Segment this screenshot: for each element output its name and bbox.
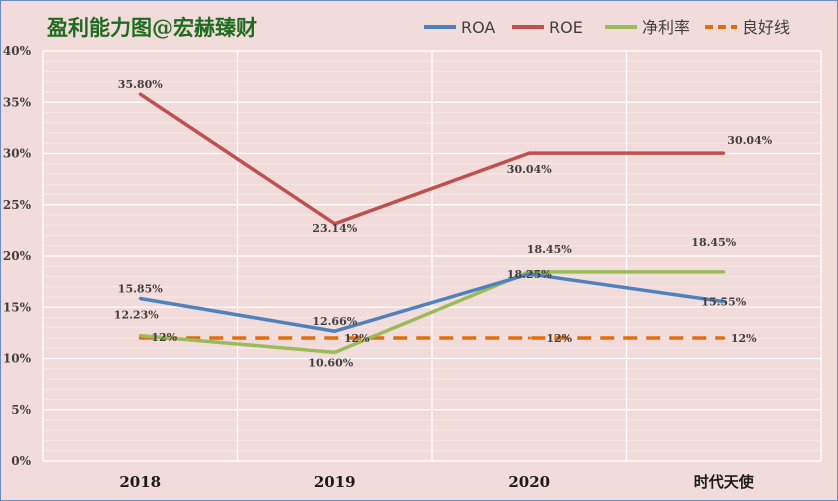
data-point: [333, 336, 337, 340]
data-point: [527, 272, 531, 276]
data-label: 35.80%: [118, 78, 163, 91]
x-axis-ticks: 2018 2019 2020 时代天使: [119, 473, 754, 491]
data-point: [333, 329, 337, 333]
data-label: 12%: [546, 332, 572, 345]
data-point: [527, 151, 531, 155]
legend-label: 净利率: [642, 18, 690, 37]
data-point: [138, 297, 142, 301]
y-tick-label: 0%: [11, 454, 31, 468]
data-label: 12%: [151, 331, 177, 344]
gridlines: [42, 50, 822, 462]
data-point: [138, 334, 142, 338]
data-label: 10.60%: [308, 356, 353, 369]
series-lines: [138, 92, 726, 355]
data-point: [333, 350, 337, 354]
data-label: 12.23%: [114, 309, 159, 322]
data-label: 12%: [344, 332, 370, 345]
data-point: [722, 300, 726, 304]
y-tick-label: 30%: [3, 147, 32, 161]
legend-label: ROE: [549, 18, 583, 37]
y-tick-label: 40%: [3, 44, 32, 58]
data-label: 18.45%: [527, 243, 572, 256]
x-tick-label: 2019: [314, 473, 356, 491]
series-line-ROA: [139, 272, 724, 333]
x-tick-label: 2018: [119, 473, 161, 491]
data-point: [722, 151, 726, 155]
legend: ROA ROE 净利率 良好线: [424, 18, 790, 37]
data-labels: 15.85% 12.66% 18.25% 15.55% 35.80% 23.14% 30.0…: [114, 78, 773, 369]
data-label: 30.04%: [727, 134, 772, 147]
data-label: 15.85%: [118, 283, 163, 296]
y-tick-label: 5%: [11, 403, 31, 417]
x-tick-label: 时代天使: [694, 473, 755, 491]
y-tick-label: 20%: [3, 249, 32, 263]
chart-title: 盈利能力图@宏赫臻财: [46, 15, 257, 40]
data-label: 23.14%: [312, 222, 357, 235]
data-point: [722, 336, 726, 340]
legend-label: ROA: [461, 18, 495, 37]
series-line-ROE: [139, 92, 724, 226]
data-point: [527, 336, 531, 340]
data-point: [333, 222, 337, 226]
legend-label: 良好线: [742, 18, 790, 37]
data-point: [138, 92, 142, 96]
data-label: 18.45%: [691, 236, 736, 249]
data-label: 12.66%: [312, 315, 357, 328]
y-axis-ticks: 0% 5% 10% 15% 20% 25% 30% 35% 40%: [3, 44, 32, 468]
data-point: [722, 270, 726, 274]
y-tick-label: 15%: [3, 300, 32, 314]
series-line-净利率: [140, 270, 724, 355]
data-label: 12%: [731, 332, 757, 345]
y-tick-label: 10%: [3, 352, 32, 366]
y-tick-label: 25%: [3, 198, 32, 212]
data-label: 30.04%: [507, 163, 552, 176]
y-tick-label: 35%: [3, 95, 32, 109]
data-label: 15.55%: [701, 296, 746, 309]
x-tick-label: 2020: [508, 473, 550, 491]
data-label: 18.25%: [507, 268, 552, 281]
